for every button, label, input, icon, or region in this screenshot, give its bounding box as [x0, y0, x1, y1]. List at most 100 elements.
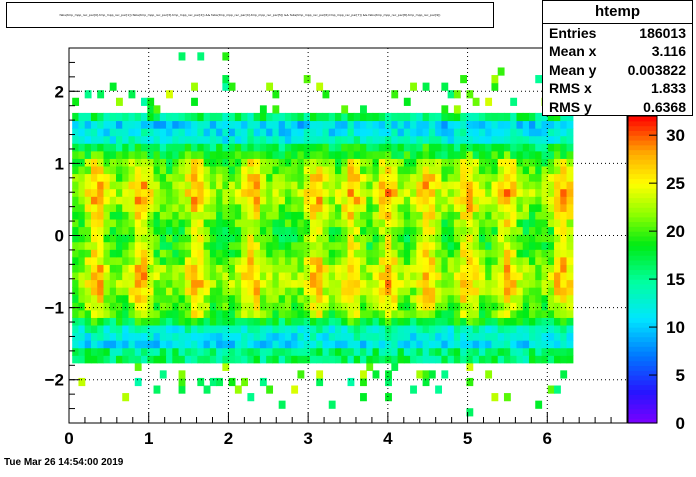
- heatmap-cell: [172, 226, 180, 235]
- heatmap-cell: [491, 294, 499, 303]
- heatmap-cell: [103, 181, 111, 190]
- heatmap-cell: [428, 241, 436, 250]
- heatmap-cell: [510, 279, 518, 288]
- heatmap-cell: [291, 294, 299, 303]
- heatmap-cell: [159, 294, 167, 303]
- heatmap-cell: [234, 264, 242, 273]
- heatmap-cell: [378, 234, 386, 243]
- heatmap-cell: [297, 158, 305, 167]
- heatmap-cell: [541, 317, 549, 326]
- heatmap-cell: [491, 150, 499, 159]
- heatmap-cell: [360, 340, 367, 349]
- heatmap-cell: [191, 317, 198, 326]
- heatmap-cell: [560, 332, 568, 341]
- heatmap-cell: [522, 218, 530, 228]
- heatmap-cell: [516, 324, 524, 334]
- heatmap-cell: [322, 218, 330, 228]
- heatmap-cell: [184, 324, 192, 334]
- heatmap-cell: [184, 128, 192, 137]
- heatmap-cell: [441, 105, 449, 114]
- heatmap-cell: [84, 249, 92, 258]
- stats-row-entries: Entries 186013: [543, 24, 692, 42]
- heatmap-cell: [503, 279, 511, 288]
- heatmap-cell: [303, 203, 311, 212]
- heatmap-cell: [447, 211, 455, 220]
- heatmap-cell: [541, 135, 549, 144]
- heatmap-cell: [297, 256, 305, 265]
- heatmap-cell: [347, 355, 355, 364]
- heatmap-cell: [385, 302, 392, 311]
- heatmap-cell: [178, 226, 186, 235]
- heatmap-cell: [166, 271, 173, 281]
- heatmap-cell: [378, 347, 386, 356]
- heatmap-cell: [378, 120, 386, 129]
- heatmap-cell: [216, 347, 223, 356]
- heatmap-cell: [497, 317, 505, 326]
- heatmap-cell: [516, 264, 524, 273]
- heatmap-cell: [353, 234, 361, 243]
- heatmap-cell: [460, 302, 468, 311]
- heatmap-cell: [547, 279, 555, 288]
- heatmap-cell: [378, 188, 386, 197]
- heatmap-cell: [284, 150, 292, 159]
- heatmap-cell: [360, 317, 367, 326]
- heatmap-cell: [316, 355, 324, 364]
- heatmap-cell: [422, 340, 430, 349]
- colorbar-segment: [628, 274, 657, 280]
- heatmap-cell: [497, 249, 505, 258]
- heatmap-cell: [241, 226, 248, 235]
- heatmap-cell: [203, 150, 211, 159]
- heatmap-cell: [491, 112, 499, 122]
- heatmap-cell: [134, 377, 142, 387]
- heatmap-cell: [478, 173, 486, 182]
- heatmap-cell: [403, 347, 411, 356]
- heatmap-cell: [166, 317, 173, 326]
- heatmap-cell: [234, 173, 242, 182]
- heatmap-cell: [541, 302, 549, 311]
- heatmap-cell: [266, 150, 274, 159]
- heatmap-cell: [478, 279, 486, 288]
- heatmap-cell: [222, 203, 230, 212]
- colorbar-segment: [628, 399, 657, 405]
- heatmap-cell: [222, 75, 230, 84]
- heatmap-cell: [297, 324, 305, 334]
- heatmap-cell: [247, 188, 255, 197]
- heatmap-cell: [335, 309, 342, 318]
- heatmap-cell: [347, 324, 355, 334]
- heatmap-cell: [391, 332, 399, 341]
- heatmap-cell: [441, 112, 449, 122]
- heatmap-cell: [222, 218, 230, 228]
- heatmap-cell: [78, 377, 86, 387]
- heatmap-cell: [191, 287, 198, 296]
- heatmap-cell: [159, 120, 167, 129]
- heatmap-cell: [159, 211, 167, 220]
- heatmap-cell: [422, 332, 430, 341]
- heatmap-cell: [416, 234, 424, 243]
- heatmap-cell: [253, 256, 261, 265]
- heatmap-cell: [472, 264, 480, 273]
- heatmap-cell: [222, 332, 230, 341]
- stats-row-mean-y: Mean y 0.003822: [543, 61, 692, 79]
- colorbar-segment: [628, 298, 657, 304]
- heatmap-cell: [153, 241, 161, 250]
- heatmap-cell: [166, 211, 173, 220]
- heatmap-cell: [447, 181, 455, 190]
- heatmap-cell: [78, 173, 86, 182]
- heatmap-cell: [284, 294, 292, 303]
- heatmap-cell: [560, 211, 568, 220]
- heatmap-cell: [353, 173, 361, 182]
- heatmap-cell: [266, 249, 274, 258]
- heatmap-cell: [141, 135, 148, 144]
- heatmap-cell: [103, 264, 111, 273]
- heatmap-cell: [453, 120, 461, 129]
- heatmap-cell: [297, 196, 305, 205]
- heatmap-cell: [153, 249, 161, 258]
- heatmap-cell: [535, 234, 543, 243]
- heatmap-cell: [422, 279, 430, 288]
- heatmap-cell: [259, 355, 267, 364]
- heatmap-cell: [397, 279, 405, 288]
- heatmap-cell: [253, 302, 261, 311]
- heatmap-cell: [328, 309, 336, 318]
- heatmap-cell: [341, 120, 349, 129]
- heatmap-cell: [497, 256, 505, 265]
